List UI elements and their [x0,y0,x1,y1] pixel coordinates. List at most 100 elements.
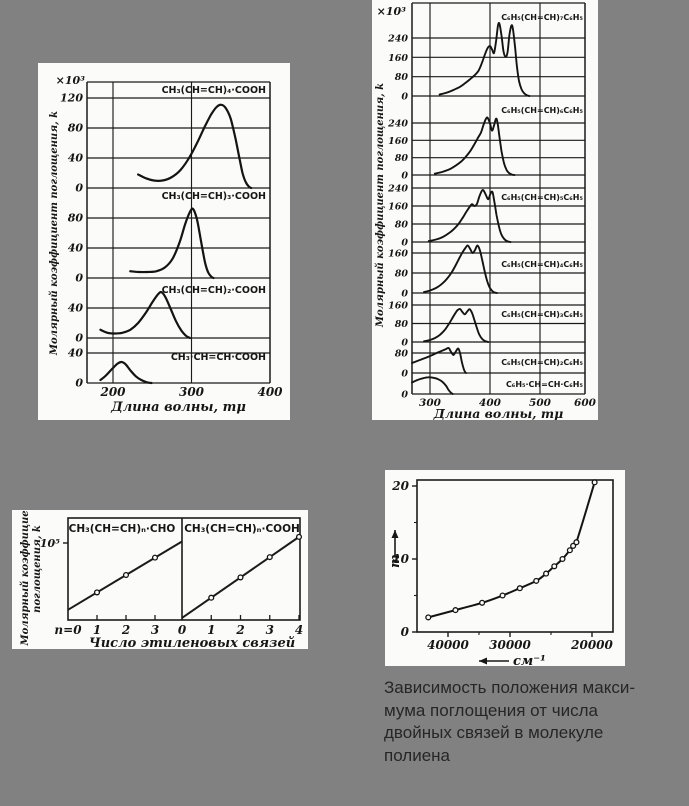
y-tick-label: 0 [401,369,408,380]
x-tick-label: 300 [179,385,205,399]
y-tick-label: 80 [395,72,409,83]
up-arrowhead [391,530,399,538]
x-tick-label: 4 [295,623,303,637]
figure-extinction-vs-double-bonds: 10⁵ n=0 1 2 3 CH₃(CH=CH)ₙ·CHO 0 1 2 3 4 CH₃(CH=CH)ₙ… [12,510,308,649]
figure-absorption-maximum-vs-n: 0 10 20 40000 30000 20000 см⁻¹ m [385,470,625,666]
y-tick-label: 160 [388,249,408,260]
x-tick-label: 20000 [570,638,613,652]
y-tick-label: 40 [68,152,84,165]
polyene-acid-spectra-chart: 12080400CH₃(CH=CH)₄·COOH80400CH₃(CH=CH)₃… [49,74,283,415]
y-tick-label: 0 [401,289,408,300]
compound-formula-label: C₆H₅(CH=CH)₅C₆H₅ [501,193,583,202]
y-tick-label: 0 [401,390,408,401]
y-scale-note: ×10³ [377,5,407,18]
data-point [570,542,577,549]
data-point [122,571,130,579]
x-tick-label: 3 [266,623,274,637]
compound-formula-label: C₆H₅(CH=CH)₆C₆H₅ [501,106,583,115]
y-tick-label: 80 [395,269,409,280]
y-tick-label: 0 [401,238,408,249]
data-point [533,577,540,584]
x-tick-label: 200 [99,385,126,399]
y-tick-label: 0 [75,332,83,345]
x-tick-label: 2 [121,623,130,637]
x-axis-title: Число этиленовых связей [89,636,295,649]
compound-formula-label: C₆H₅·CH=CH·C₆H₅ [506,380,584,389]
compound-formula-label: C₆H₅(CH=CH)₇C₆H₅ [501,13,583,22]
data-point [573,539,580,546]
absorption-maximum-vs-n-chart: 0 10 20 40000 30000 20000 см⁻¹ m [388,479,614,666]
spectrum-curve [433,116,516,176]
y-tick-label: 0 [75,272,83,285]
data-point [479,599,486,606]
y-tick-label: 80 [395,220,409,231]
x-tick-label: n=0 [54,623,82,637]
data-point [543,570,550,577]
x-axis-title: Длина волны, тμ [433,406,564,420]
caption-line: полиена [384,745,450,765]
caption-line: Зависимость положения макси- [384,678,635,697]
x-tick-label: 3 [151,623,159,637]
x-tick-label: 30000 [489,638,531,652]
compound-formula-label: CH₃·CH=CH·COOH [171,352,266,363]
x-tick-label: 2 [235,623,244,637]
compound-formula-label: CH₃(CH=CH)₄·COOH [162,85,266,96]
x-tick-label: 1 [93,623,101,637]
caption-line: двойных связей в молекуле [384,723,604,742]
data-point [559,555,566,563]
data-point [237,574,244,581]
data-point [151,554,159,561]
y-tick-label: 10 [392,552,409,566]
data-point [566,547,573,554]
y-tick-label: 10⁵ [40,537,60,550]
y-tick-label: 80 [395,349,409,360]
y-tick-label: 160 [388,202,408,213]
y-axis-title-group: m [388,530,403,568]
y-tick-label: 20 [391,479,409,493]
data-point [295,533,303,540]
spectrum-curve [423,244,498,294]
spectrum-curve [129,207,215,280]
figure-caption: Зависимость положения макси- мума поглощ… [384,677,684,767]
spectrum-curve [438,21,531,97]
x-tick-label: 1 [207,623,215,637]
compound-formula-label: CH₃(CH=CH)₃·COOH [162,191,266,202]
compound-formula-label: CH₃(CH=CH)ₙ·CHO [69,523,176,535]
data-point [93,589,101,596]
spectrum-curve [411,376,454,395]
y-axis-title-line: Молярный коэффициент [20,510,31,646]
data-point [499,592,506,599]
spectrum-curve [99,360,153,385]
x-tick-label: 600 [574,397,597,409]
y-tick-label: 160 [388,53,408,64]
figure-diphenylpolyene-spectra: 240 160 80 0 C₆H₅(CH=CH)₇C₆H₅ 240 160 80 0 C₆H₅(C… [372,0,598,420]
y-scale-note: ×10³ [56,74,86,87]
x-tick-label: 0 [178,623,187,637]
data-point [425,614,432,621]
y-tick-label: 80 [68,212,84,225]
y-axis-title-line: поглощения, k [32,525,43,613]
data-point [266,554,273,561]
y-tick-label: 0 [401,338,408,349]
figure-polyene-acid-spectra: 120 80 40 0 CH₃(CH=CH)₄·COOH 80 40 0 CH₃(CH=CH)₃… [38,63,290,420]
y-tick-label: 160 [388,136,408,147]
caption-line: мума поглощения от числа [384,700,598,720]
data-point [591,479,598,486]
y-axis-title: Молярный коэффициент поглощения, k [375,83,386,328]
y-tick-label: 0 [401,171,408,182]
y-tick-label: 0 [401,92,408,103]
compound-formula-label: CH₃(CH=CH)₂·COOH [162,285,266,296]
x-tick-label: 40000 [427,638,469,652]
x-axis-title: Длина волны, тμ [110,400,246,415]
plot-frame [416,479,614,633]
y-axis-title: Молярный коэффициент поглощения, k [49,111,60,356]
diphenylpolyene-spectra-chart: 240160800C₆H₅(CH=CH)₇C₆H₅240160800C₆H₅(C… [375,2,597,420]
compound-formula-label: C₆H₅(CH=CH)₃C₆H₅ [501,310,583,319]
y-tick-label: 80 [395,153,409,164]
spectrum-curve [411,346,467,374]
data-point [208,594,215,601]
y-tick-label: 40 [68,302,84,315]
y-tick-label: 80 [68,122,84,135]
y-tick-label: 40 [68,242,84,255]
